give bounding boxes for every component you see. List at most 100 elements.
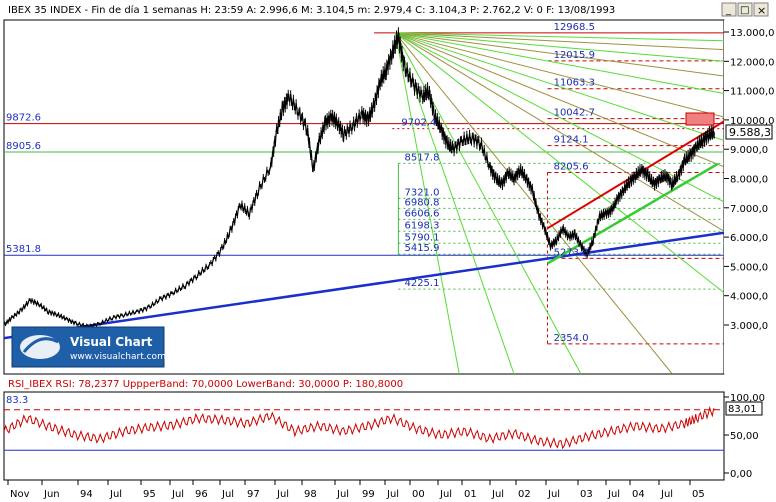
time-tick-label: 04: [632, 489, 645, 500]
highlight-box: [685, 112, 715, 126]
time-tick-label: 95: [143, 489, 156, 500]
minimize-button[interactable]: [721, 2, 737, 17]
fan-line: [395, 32, 724, 42]
price-tick-label: 8.000,0: [730, 175, 768, 186]
time-tick-label: Jul: [171, 489, 184, 500]
fan-line: [395, 32, 724, 51]
price-tick-label: 3.000,0: [730, 321, 768, 332]
fan-line: [395, 32, 724, 62]
level-label: 7321.0: [404, 187, 439, 198]
long-term-support-line: [4, 231, 724, 340]
rsi-line: [4, 405, 716, 450]
price-panel: [3, 19, 725, 375]
fan-line: [395, 32, 724, 232]
time-tick-label: Jul: [221, 489, 234, 500]
maximize-icon: □: [740, 5, 749, 16]
horizontal-levels: [4, 32, 724, 345]
time-tick-label: Jul: [547, 489, 560, 500]
level-label: 4225.1: [404, 278, 439, 289]
rsi-last-label: 83,01: [728, 404, 757, 415]
time-tick-label: Jul: [439, 489, 452, 500]
time-tick-label: 99: [362, 489, 375, 500]
time-tick-label: Jul: [491, 489, 504, 500]
logo-url: www.visualchart.com: [70, 352, 166, 362]
fan-line: [395, 32, 724, 141]
time-tick-label: Jul: [336, 489, 349, 500]
price-tick-label: 7.000,0: [730, 204, 768, 215]
chart-title: IBEX 35 INDEX - Fin de día 1 semanas H: …: [8, 4, 615, 16]
time-tick-label: Jul: [109, 489, 122, 500]
level-label: 12968.5: [554, 22, 595, 33]
rsi-axis-ticks: 0,00 50,00 100,00: [724, 393, 765, 480]
fan-line: [395, 32, 724, 294]
visualchart-logo: Visual Chart www.visualchart.com: [11, 326, 166, 368]
price-axis: [724, 20, 774, 374]
last-price-tag: 9.588,3: [725, 124, 773, 140]
level-label: 5790.1: [404, 232, 439, 243]
time-tick-label: Jul: [607, 489, 620, 500]
time-axis-ticks: Nov Jun 94 Jul 95 Jul 96 Jul 97 Jul 98 Jul 99 Jul 00 Ju…: [7, 480, 705, 500]
rsi-last-tag: 83,01: [725, 401, 763, 416]
rsi-title: RSI_IBEX RSI: 78,2377 UppperBand: 70,000…: [8, 379, 403, 390]
rsi-bands: [4, 409, 724, 451]
level-label: 6198.3: [404, 220, 439, 231]
level-label: 9124.1: [554, 135, 589, 146]
fan-line: [395, 32, 724, 95]
time-tick-label: Jul: [386, 489, 399, 500]
minimize-icon: _: [725, 5, 732, 16]
time-axis: [4, 482, 774, 500]
close-button[interactable]: [753, 2, 769, 17]
level-label: 12015.9: [554, 50, 595, 61]
level-label: 9872.6: [6, 113, 41, 124]
level-label: 8517.8: [404, 152, 439, 163]
window-controls: _ □ ×: [721, 2, 769, 17]
rsi-header: [4, 376, 774, 390]
time-tick-label: 98: [304, 489, 317, 500]
time-tick-label: 03: [580, 489, 593, 500]
time-tick-label: Jul: [276, 489, 289, 500]
rsi-tick-label: 100,00: [730, 393, 765, 404]
close-icon: ×: [757, 4, 766, 17]
level-label: 5273.8: [554, 247, 589, 258]
gann-fan-lines: [394, 32, 724, 374]
price-tick-label: 11.000,0: [730, 87, 775, 98]
level-label: 9702.4: [401, 118, 436, 129]
rsi-left-label: 83.3: [6, 395, 28, 406]
last-price-label: 9.588,3: [729, 126, 771, 139]
price-line: [4, 31, 715, 329]
price-tick-label: 10.000,0: [730, 116, 775, 127]
time-tick-label: Jun: [43, 489, 60, 500]
fan-line: [395, 32, 724, 118]
level-labels: 12968.5 12015.9 11063.3 10042.7 9872.6 9702.4…: [6, 22, 595, 344]
rsi-panel: [3, 391, 725, 481]
channel-bottom-line: [546, 162, 719, 265]
level-label: 6606.6: [404, 208, 439, 219]
time-tick-label: Nov: [10, 489, 30, 500]
price-axis-ticks: 3.000,0 4.000,0 5.000,0 6.000,0 7.000,0 8.000…: [724, 28, 775, 332]
time-tick-label: 94: [80, 489, 93, 500]
price-series: [4, 27, 715, 329]
price-tick-label: 12.000,0: [730, 57, 775, 68]
time-tick-label: 96: [195, 489, 208, 500]
maximize-button[interactable]: [737, 2, 753, 17]
price-tick-label: 9.000,0: [730, 145, 768, 156]
level-label: 8905.6: [6, 141, 41, 152]
fan-line: [395, 32, 724, 77]
time-tick-label: 00: [412, 489, 425, 500]
time-tick-label: Jul: [660, 489, 673, 500]
level-label: 5381.8: [6, 244, 41, 255]
rsi-series: [4, 405, 716, 450]
time-tick-label: 05: [692, 489, 705, 500]
level-label: 6980.8: [404, 197, 439, 208]
level-label: 10042.7: [554, 108, 595, 119]
time-tick-label: 97: [247, 489, 260, 500]
price-tick-label: 4.000,0: [730, 292, 768, 303]
fan-line: [395, 32, 724, 168]
time-tick-label: 01: [464, 489, 477, 500]
price-tick-label: 13.000,0: [730, 28, 775, 39]
level-label: 5415.9: [404, 243, 439, 254]
time-tick-label: 02: [518, 489, 531, 500]
fan-line: [395, 32, 724, 203]
logo-icon: [20, 335, 60, 359]
